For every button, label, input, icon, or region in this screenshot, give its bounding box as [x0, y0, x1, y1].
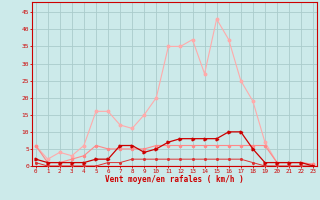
X-axis label: Vent moyen/en rafales ( km/h ): Vent moyen/en rafales ( km/h ) [105, 175, 244, 184]
